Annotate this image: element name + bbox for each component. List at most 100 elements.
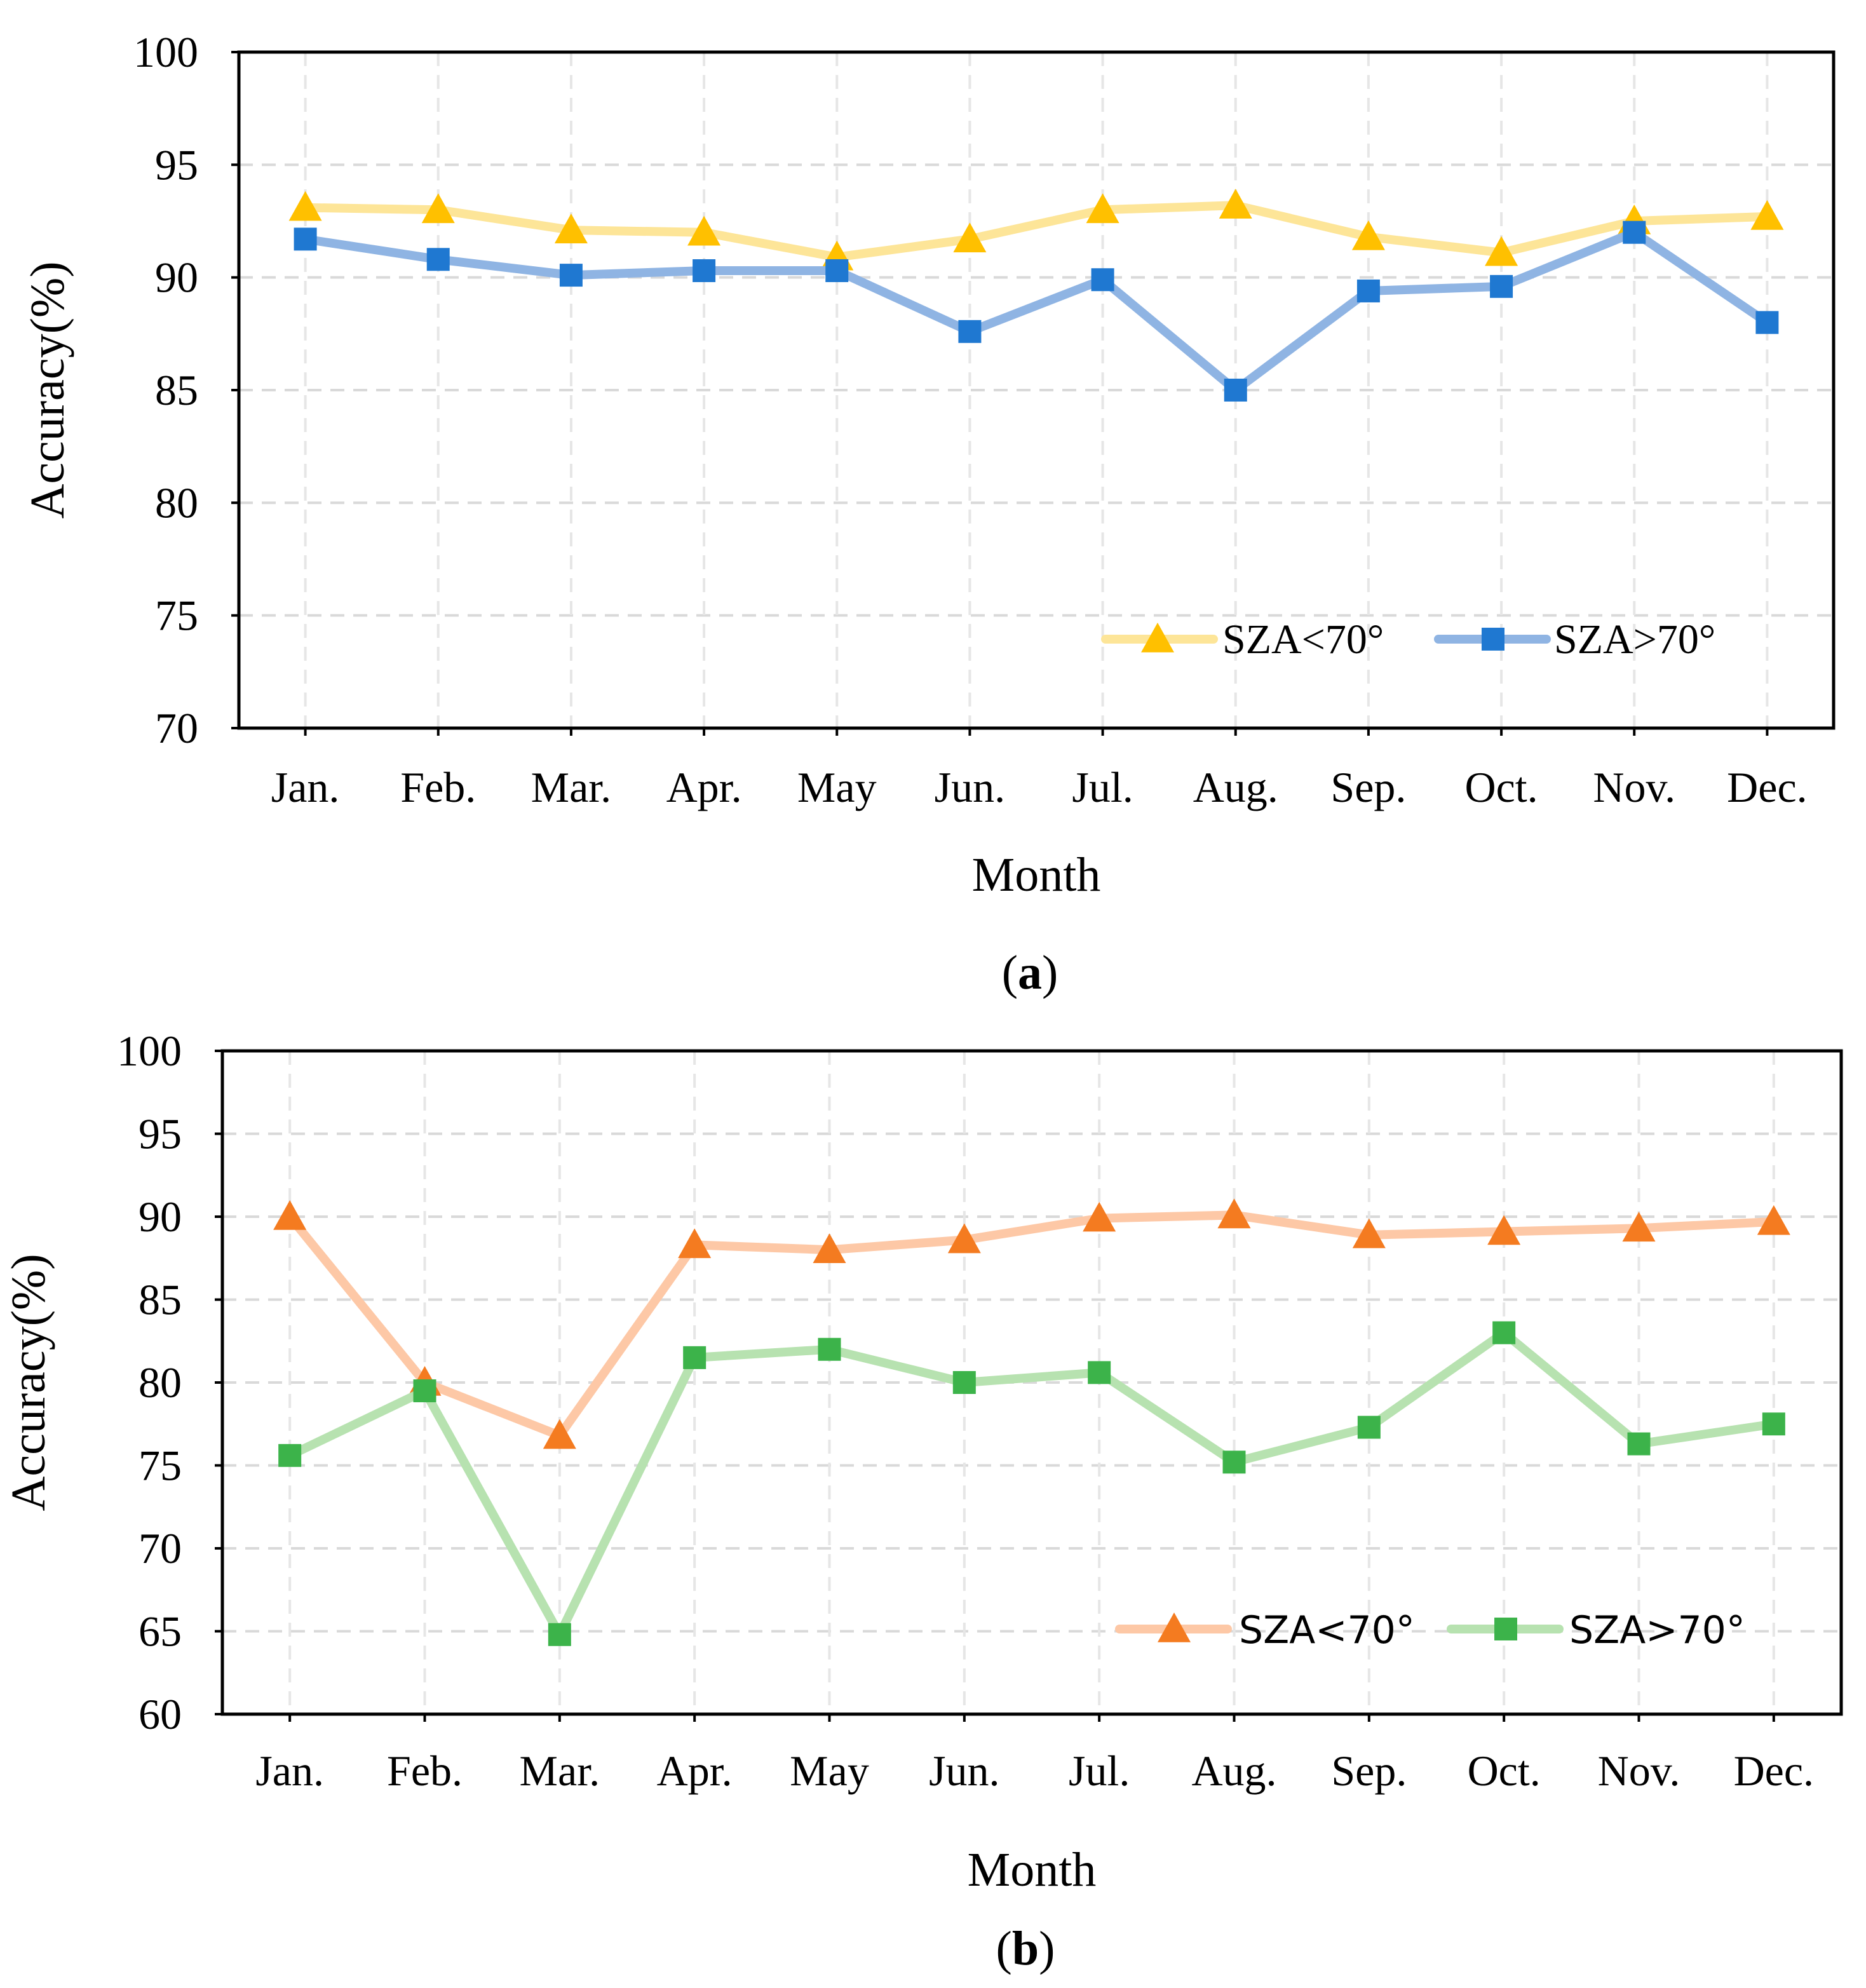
series-2	[278, 1321, 1785, 1646]
data-point	[678, 1228, 712, 1259]
y-tick-label: 100	[133, 28, 198, 76]
series-line	[301, 227, 1772, 395]
data-point	[288, 191, 322, 221]
data-point	[421, 193, 455, 224]
y-tick-label: 95	[155, 140, 198, 189]
data-point	[273, 1200, 307, 1230]
y-tick-label: 85	[139, 1276, 182, 1324]
series-2	[294, 220, 1779, 402]
data-point	[1351, 220, 1385, 250]
y-tick-label: 100	[117, 1027, 182, 1075]
legend-entry-2: SZA>70°	[1447, 1608, 1745, 1653]
data-point	[1492, 1321, 1516, 1344]
data-point	[294, 227, 317, 251]
legend-marker	[1141, 623, 1174, 653]
data-point	[426, 248, 450, 271]
chart-panel-a: Jan. Feb. Mar. Apr. May Jun. Jul. Aug. Sep. Oct. N…	[21, 28, 1836, 999]
x-tick-label: May	[797, 763, 877, 811]
x-tick-label: Dec.	[1727, 763, 1807, 811]
panel-label: (a)	[1002, 946, 1058, 999]
data-point	[1352, 1218, 1386, 1248]
data-point	[1757, 1205, 1790, 1235]
x-tick-label: Aug.	[1191, 1747, 1276, 1795]
y-tick-label: 75	[139, 1442, 182, 1490]
y-axis-label: Accuracy(%)	[21, 261, 74, 518]
data-point	[1623, 220, 1646, 244]
y-tick-label: 90	[139, 1193, 182, 1241]
x-tick-label: Jan.	[255, 1747, 324, 1795]
data-point	[953, 222, 987, 253]
x-tick-label: Feb.	[400, 763, 476, 811]
x-tick-label: Jan.	[271, 763, 340, 811]
data-point	[1357, 1416, 1381, 1439]
legend-marker	[1482, 628, 1504, 651]
x-tick-label: Oct.	[1464, 763, 1538, 811]
y-tick-label: 95	[139, 1110, 182, 1158]
panel-label: (b)	[996, 1922, 1055, 1975]
x-tick-label: Apr.	[657, 1747, 733, 1795]
data-point	[559, 264, 583, 287]
data-point	[693, 259, 716, 283]
y-tick-label: 85	[155, 366, 198, 414]
x-tick-label: Mar.	[531, 763, 612, 811]
series-1	[273, 1198, 1790, 1449]
x-tick-label: May	[790, 1747, 869, 1795]
x-tick-label: Dec.	[1734, 1747, 1814, 1795]
chart-panel-b: Jan. Feb. Mar. Apr. May Jun. Jul. Aug. Sep. Oct. N…	[2, 1027, 1843, 1975]
x-tick-label: Apr.	[666, 763, 742, 811]
data-point	[1627, 1432, 1651, 1456]
data-point	[825, 259, 849, 283]
data-point	[813, 1233, 846, 1263]
data-point	[1356, 279, 1380, 302]
y-tick-label: 75	[155, 592, 198, 640]
legend-label: SZA>70°	[1569, 1608, 1745, 1653]
data-point	[1217, 1198, 1251, 1229]
y-tick-label: 90	[155, 254, 198, 302]
data-point	[818, 1337, 841, 1361]
x-tick-label: Sep.	[1330, 763, 1406, 811]
panel-label-letter: b	[1012, 1922, 1039, 1975]
data-point	[687, 215, 721, 246]
x-tick-label: Jul.	[1069, 1747, 1130, 1795]
data-point	[952, 1371, 976, 1394]
data-point	[1622, 1212, 1656, 1242]
data-point	[548, 1623, 571, 1646]
data-point	[1086, 193, 1119, 224]
y-axis-label: Accuracy(%)	[2, 1254, 55, 1511]
data-point	[554, 213, 588, 243]
series-line	[285, 1328, 1778, 1639]
data-point	[1755, 311, 1779, 334]
data-point	[947, 1223, 981, 1254]
data-point	[1485, 236, 1518, 266]
x-tick-label: Jun.	[929, 1747, 999, 1795]
legend-marker	[1494, 1618, 1517, 1640]
x-tick-label: Sep.	[1331, 1747, 1407, 1795]
data-point	[1091, 268, 1114, 292]
panel-label-letter: a	[1018, 946, 1042, 999]
x-tick-label: Nov.	[1593, 763, 1675, 811]
y-tick-label: 70	[139, 1524, 182, 1572]
data-point	[1762, 1412, 1785, 1436]
data-point	[1224, 379, 1247, 402]
data-point	[1750, 199, 1784, 230]
legend-marker	[1158, 1613, 1191, 1642]
data-point	[1083, 1201, 1116, 1232]
data-point	[1222, 1450, 1246, 1474]
data-point	[958, 320, 982, 343]
x-tick-label: Oct.	[1468, 1747, 1541, 1795]
series-line	[301, 201, 1772, 262]
y-tick-label: 60	[139, 1690, 182, 1738]
legend-entry-1: SZA<70°	[1115, 1608, 1415, 1653]
y-tick-label: 70	[155, 704, 198, 752]
legend-label: SZA<70°	[1222, 616, 1384, 663]
data-point	[1487, 1215, 1521, 1245]
x-tick-label: Feb.	[387, 1747, 463, 1795]
data-point	[278, 1444, 302, 1467]
y-tick-label: 65	[139, 1607, 182, 1656]
legend-label: SZA<70°	[1239, 1608, 1415, 1653]
legend-entry-1: SZA<70°	[1101, 616, 1384, 663]
data-point	[1490, 274, 1513, 298]
data-point	[543, 1419, 576, 1449]
x-axis-label: Month	[972, 848, 1101, 902]
